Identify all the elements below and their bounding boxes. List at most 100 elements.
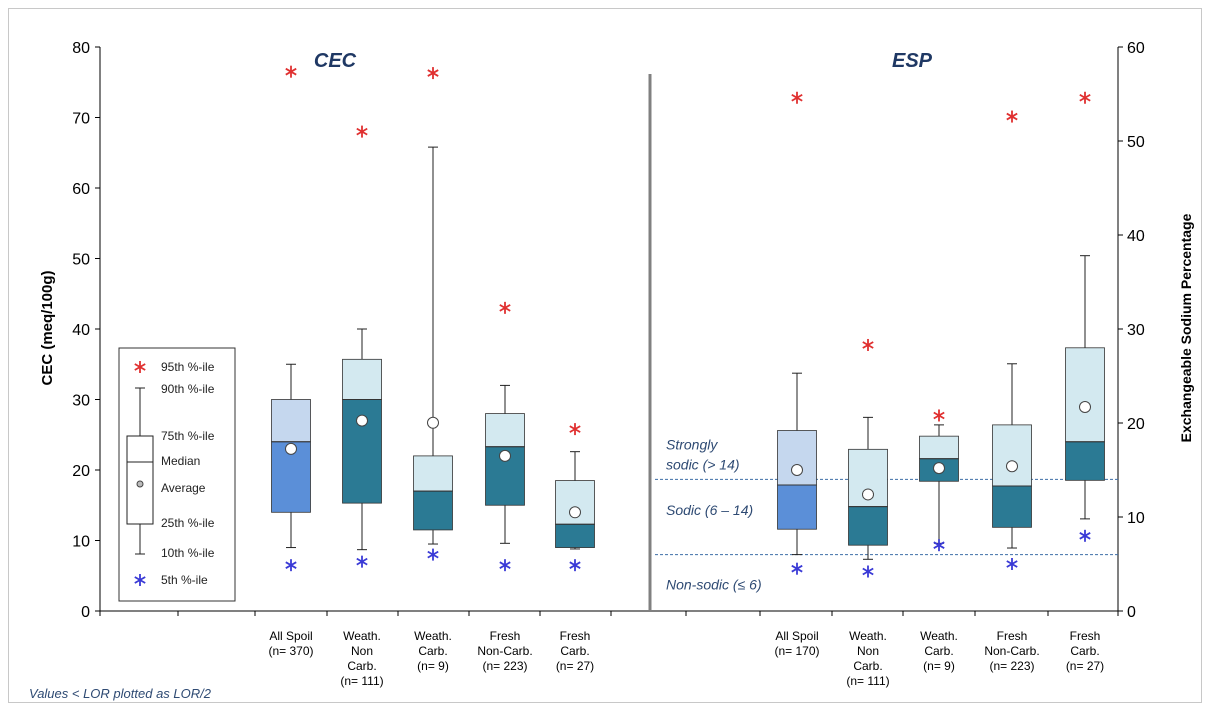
p5-marker-stroke [862, 567, 874, 576]
p5-marker [933, 539, 945, 552]
category-label: Carb. [853, 659, 882, 673]
footnote: Values < LOR plotted as LOR/2 [29, 686, 212, 701]
y-left-tick-label: 0 [81, 604, 90, 621]
p95-marker-stroke [1006, 112, 1018, 121]
p95-marker [862, 338, 874, 351]
legend-label-median: Median [161, 454, 200, 468]
legend-box-shape [126, 435, 154, 525]
p5-marker-stroke [1006, 560, 1018, 568]
category-label: (n= 27) [1066, 659, 1104, 673]
p5-marker-stroke [933, 541, 945, 549]
category-label: Carb. [347, 659, 376, 673]
y-right-tick-label: 20 [1127, 416, 1145, 433]
y-left-tick-label: 60 [72, 181, 90, 198]
box-esp-2: Weath.Carb.(n= 9) [919, 409, 959, 673]
mean-marker [499, 449, 511, 462]
box-upper-quartile [992, 424, 1032, 487]
box-cec-0: All Spoil(n= 370) [268, 65, 314, 658]
p5-marker-stroke [285, 561, 297, 569]
mean-marker [356, 414, 368, 427]
p95-marker [933, 409, 945, 422]
zone-label-2: Non-sodic (≤ 6) [666, 576, 762, 592]
category-label: Carb. [560, 644, 589, 658]
mean-marker [933, 462, 945, 475]
p95-marker [1006, 110, 1018, 123]
legend-label-p25: 25th %-ile [161, 516, 215, 530]
legend-label-p75: 75th %-ile [161, 429, 215, 443]
category-label: (n= 370) [268, 644, 313, 658]
box-upper-quartile [777, 430, 817, 486]
category-label: (n= 9) [923, 659, 955, 673]
box-lower-quartile [413, 490, 453, 531]
category-label: Fresh [490, 629, 521, 643]
p5-marker-stroke [1079, 532, 1091, 540]
mean-marker [1006, 460, 1018, 473]
p95-marker [791, 91, 803, 104]
p5-marker-stroke [499, 561, 511, 569]
box-upper-quartile [919, 435, 959, 460]
p95-marker [285, 65, 297, 78]
category-label: Non [857, 644, 879, 658]
category-label: (n= 27) [556, 659, 594, 673]
p5-marker [285, 559, 297, 572]
p95-marker [427, 67, 439, 80]
y-left-tick-label: 70 [72, 111, 90, 128]
y-right-tick-label: 0 [1127, 604, 1136, 621]
box-lower-quartile [1065, 441, 1105, 481]
category-label: (n= 9) [417, 659, 449, 673]
category-label: Fresh [1070, 629, 1101, 643]
p5-marker [427, 548, 439, 561]
category-label: All Spoil [775, 629, 818, 643]
category-label: Weath. [343, 629, 381, 643]
category-label: Non-Carb. [477, 644, 532, 658]
p95-marker [569, 423, 581, 436]
category-label: All Spoil [269, 629, 312, 643]
mean-marker [427, 416, 439, 429]
p5-marker-stroke [427, 550, 439, 559]
box-lower-quartile [555, 523, 595, 548]
box-upper-quartile [1065, 347, 1105, 443]
p5-marker-stroke [356, 557, 368, 566]
category-label: Carb. [924, 644, 953, 658]
p95-marker-stroke [862, 341, 874, 349]
legend-p95-marker-stroke [134, 363, 146, 371]
legend-p5-marker-stroke [134, 576, 146, 584]
panel-title-cec: CEC [314, 50, 357, 72]
legend-label-p95: 95th %-ile [161, 360, 215, 374]
y-right-tick-label: 30 [1127, 322, 1145, 339]
p5-marker-stroke [791, 564, 803, 573]
p5-marker-stroke [569, 561, 581, 569]
p5-marker [569, 559, 581, 572]
category-label: Weath. [414, 629, 452, 643]
p95-marker-stroke [569, 425, 581, 433]
mean-marker [569, 506, 581, 519]
y-left-tick-label: 30 [72, 393, 90, 410]
legend-label-average: Average [161, 481, 206, 495]
p5-marker [862, 565, 874, 578]
box-esp-0: All Spoil(n= 170) [774, 91, 820, 658]
legend-label-p5: 5th %-ile [161, 573, 208, 587]
y-left-tick-label: 50 [72, 252, 90, 269]
box-lower-quartile [848, 506, 888, 546]
y-left-tick-label: 80 [72, 40, 90, 57]
y-axis-right-label: Exchangeable Sodium Percentage [1178, 213, 1194, 442]
category-label: Fresh [997, 629, 1028, 643]
legend-p95-marker [134, 361, 146, 373]
p95-marker-stroke [933, 411, 945, 420]
box-upper-quartile [413, 455, 453, 492]
y-left-tick-label: 20 [72, 463, 90, 480]
p95-marker-stroke [791, 93, 803, 102]
category-label: (n= 111) [340, 674, 383, 688]
y-left-tick-label: 10 [72, 534, 90, 551]
mean-marker [862, 488, 874, 501]
box-upper-quartile [342, 358, 382, 400]
zone-label-0: sodic (> 14) [666, 456, 740, 472]
category-label: Fresh [560, 629, 591, 643]
category-label: Carb. [418, 644, 447, 658]
